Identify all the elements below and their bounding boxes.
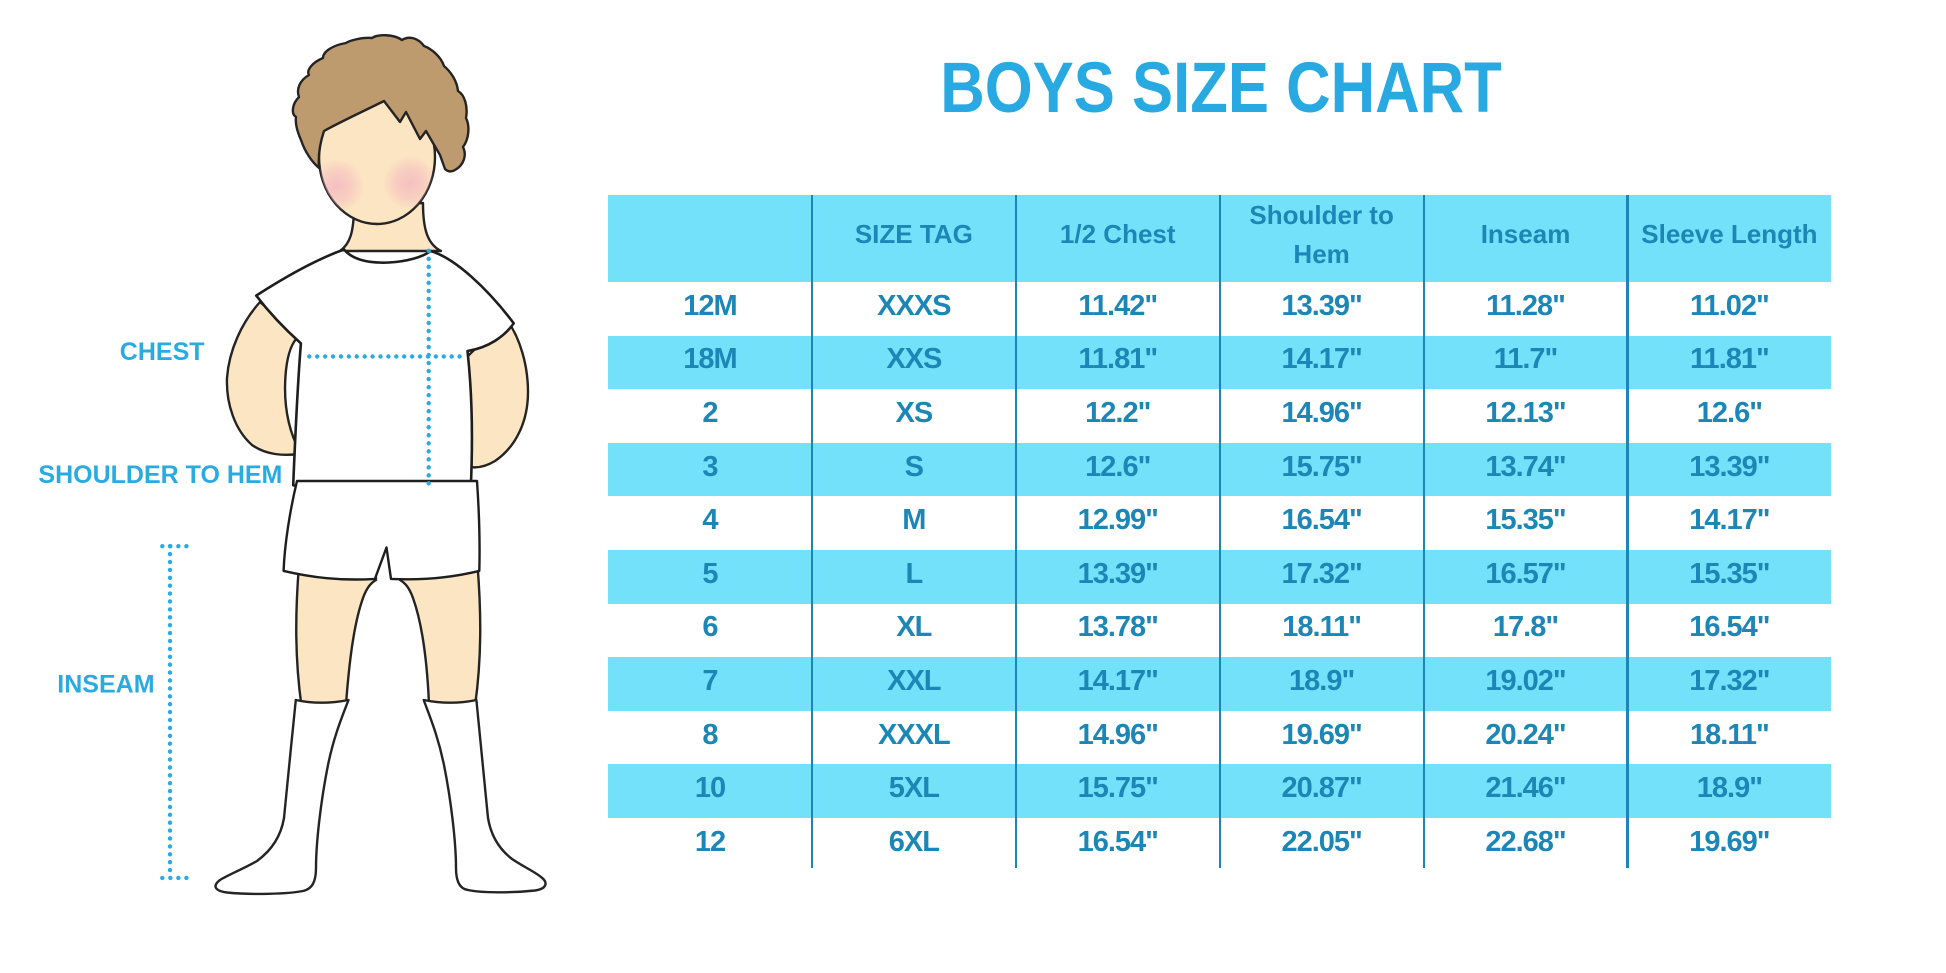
svg-text:SHOULDER TO HEM: SHOULDER TO HEM: [38, 461, 282, 489]
svg-text:CHEST: CHEST: [120, 338, 205, 366]
svg-text:INSEAM: INSEAM: [57, 670, 154, 698]
